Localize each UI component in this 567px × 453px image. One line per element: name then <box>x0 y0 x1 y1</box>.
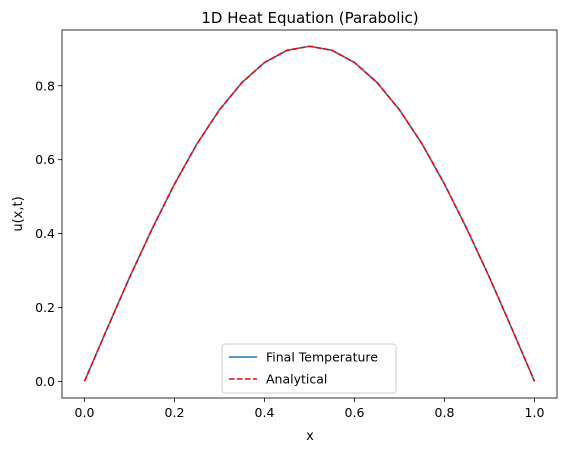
x-tick-label: 0.0 <box>75 405 95 420</box>
plot-area <box>62 30 557 398</box>
legend-box <box>221 343 397 394</box>
y-tick-label: 0.8 <box>35 78 55 93</box>
y-tick-label: 0.2 <box>35 300 55 315</box>
series-layer <box>83 45 536 382</box>
legend-label-analytical: Analytical <box>266 372 327 387</box>
x-tick-label: 0.2 <box>165 405 185 420</box>
y-tick-label: 0.0 <box>35 374 55 389</box>
series-line-analytical <box>83 45 536 382</box>
legend: Final Temperature Analytical <box>221 343 397 394</box>
x-tick-label: 1.0 <box>525 405 545 420</box>
x-axis-ticks: 0.0 0.2 0.4 0.6 0.8 1.0 <box>75 398 545 420</box>
y-axis-label: u(x,t) <box>11 196 26 231</box>
y-tick-label: 0.4 <box>35 226 55 241</box>
chart-title: 1D Heat Equation (Parabolic) <box>201 9 418 27</box>
x-tick-label: 0.6 <box>345 405 365 420</box>
legend-label-final-temperature: Final Temperature <box>266 350 378 365</box>
y-axis-ticks: 0.0 0.2 0.4 0.6 0.8 <box>35 78 62 389</box>
x-tick-label: 0.4 <box>255 405 275 420</box>
axes-frame <box>61 29 558 399</box>
y-tick-label: 0.6 <box>35 152 55 167</box>
x-tick-label: 0.8 <box>435 405 455 420</box>
x-axis-label: x <box>306 429 314 444</box>
